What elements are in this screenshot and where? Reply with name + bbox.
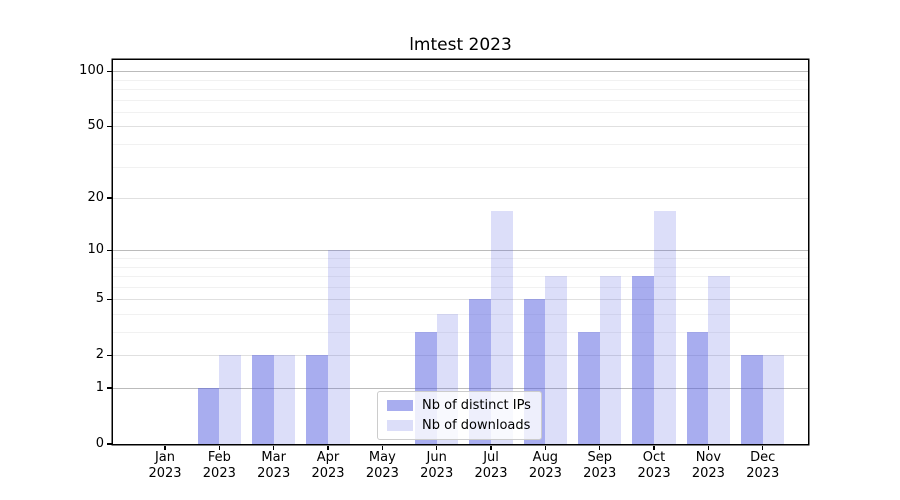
y-tick-mark	[106, 443, 112, 445]
y-tick-label: 0	[95, 436, 104, 451]
bar-distinct-ips	[306, 355, 328, 444]
bar-distinct-ips	[251, 355, 274, 444]
y-gridline	[113, 126, 808, 128]
y-tick-label: 5	[95, 291, 104, 307]
y-gridline-decade	[113, 250, 808, 252]
bar-downloads	[328, 250, 350, 444]
y-gridline-minor	[113, 286, 808, 288]
x-tick-mark	[218, 446, 220, 450]
y-tick-label: 1	[95, 380, 104, 395]
x-tick-mark	[164, 446, 166, 450]
x-tick-mark	[599, 446, 601, 450]
bar-downloads	[491, 210, 513, 444]
y-gridline-decade	[113, 71, 808, 73]
x-tick-label: Jun 2023	[420, 450, 454, 481]
y-gridline	[113, 299, 808, 301]
x-tick-mark	[762, 446, 764, 450]
x-tick-label: Feb 2023	[202, 450, 236, 481]
y-tick-label: 10	[87, 242, 104, 258]
y-gridline-minor	[113, 276, 808, 278]
bar-distinct-ips	[197, 388, 220, 444]
legend-item-distinct-ips: Nb of distinct IPs	[387, 398, 531, 413]
y-gridline-minor	[113, 89, 808, 90]
x-tick-label: Nov 2023	[691, 450, 725, 481]
y-gridline-minor	[113, 257, 808, 259]
bar-downloads	[219, 355, 242, 444]
bar-downloads	[273, 355, 296, 444]
y-gridline-minor	[113, 144, 808, 145]
y-gridline-minor	[113, 313, 808, 315]
bar-distinct-ips	[632, 276, 655, 444]
x-tick-label: Jan 2023	[148, 450, 182, 481]
y-tick-label: 100	[79, 63, 104, 79]
bar-downloads	[762, 355, 785, 444]
legend-item-downloads: Nb of downloads	[387, 418, 531, 433]
x-tick-mark	[327, 446, 329, 450]
x-tick-mark	[707, 446, 709, 450]
y-tick-mark	[106, 387, 112, 389]
plot-area: Nb of distinct IPs Nb of downloads	[113, 60, 808, 444]
x-tick-mark	[490, 446, 492, 450]
x-tick-label: Dec 2023	[746, 450, 780, 481]
legend-swatch-downloads	[387, 420, 413, 431]
y-tick-mark	[106, 70, 112, 72]
x-tick-label: Apr 2023	[311, 450, 345, 481]
y-tick-label: 20	[87, 190, 104, 206]
y-gridline	[113, 198, 808, 200]
chart-title: lmtest 2023	[409, 35, 512, 55]
y-tick-mark	[106, 125, 112, 127]
y-gridline-minor	[113, 266, 808, 268]
bar-distinct-ips	[578, 332, 600, 444]
bar-downloads	[654, 210, 676, 444]
y-gridline-minor	[113, 166, 808, 168]
y-gridline-minor	[113, 99, 808, 101]
x-tick-label: Jul 2023	[474, 450, 508, 481]
legend-label-distinct-ips: Nb of distinct IPs	[422, 398, 531, 413]
y-gridline-minor	[113, 332, 808, 333]
x-tick-mark	[653, 446, 655, 450]
y-tick-mark	[106, 197, 112, 199]
y-gridline-minor	[113, 79, 808, 81]
x-tick-label: Aug 2023	[528, 450, 562, 481]
legend-swatch-distinct-ips	[387, 400, 413, 411]
bar-downloads	[545, 276, 568, 444]
y-gridline-minor	[113, 111, 808, 113]
y-gridline	[113, 355, 808, 357]
x-tick-mark	[436, 446, 438, 450]
x-tick-mark	[544, 446, 546, 450]
x-tick-mark	[273, 446, 275, 450]
y-tick-mark	[106, 298, 112, 300]
x-tick-mark	[381, 446, 383, 450]
x-tick-label: May 2023	[365, 450, 399, 481]
y-tick-label: 2	[95, 347, 104, 363]
bar-distinct-ips	[741, 355, 763, 444]
y-tick-label: 50	[87, 118, 104, 134]
x-tick-label: Sep 2023	[583, 450, 617, 481]
bar-downloads	[708, 276, 731, 444]
x-tick-label: Oct 2023	[637, 450, 671, 481]
legend-label-downloads: Nb of downloads	[422, 418, 531, 433]
y-gridline-decade	[113, 388, 808, 389]
y-tick-mark	[106, 249, 112, 251]
y-tick-mark	[106, 354, 112, 356]
bar-distinct-ips	[686, 332, 709, 444]
bar-downloads	[599, 276, 622, 444]
x-tick-label: Mar 2023	[257, 450, 291, 481]
legend: Nb of distinct IPs Nb of downloads	[377, 391, 542, 440]
